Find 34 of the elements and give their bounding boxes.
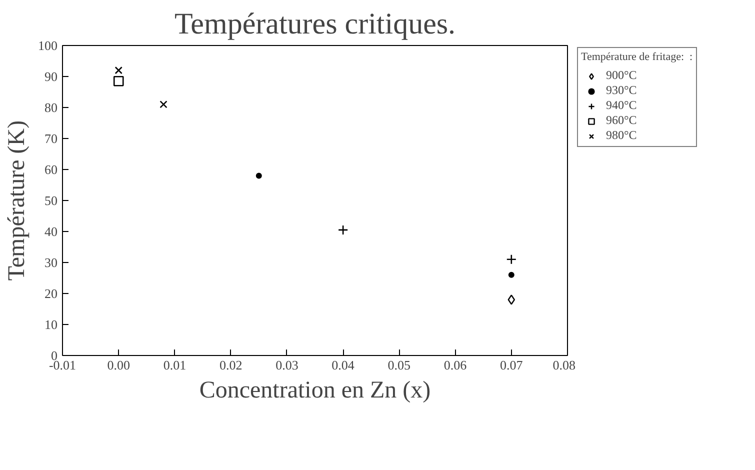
y-axis-title: Température (K) (4, 120, 30, 281)
point (114, 66, 122, 74)
legend-label: 900°C (606, 68, 637, 83)
point (160, 100, 168, 108)
point (256, 172, 262, 179)
y-tick-label: 100 (38, 38, 58, 53)
legend-label: 960°C (606, 113, 637, 128)
y-tick-label: 50 (44, 193, 58, 208)
x-tick-label: 0.06 (444, 358, 468, 372)
y-tick-label: 40 (44, 224, 58, 239)
y-tick-label: 20 (44, 286, 58, 301)
y-tick-label: 30 (44, 255, 58, 270)
x-tick-label: 0.01 (163, 358, 186, 372)
x-tick-label: 0.08 (552, 358, 576, 372)
point (508, 272, 514, 278)
legend-title: Température de fritage: : (581, 51, 693, 63)
y-tick-label: 90 (44, 69, 58, 84)
y-tick-label: 60 (44, 162, 58, 177)
y-tick-label: 80 (44, 100, 58, 115)
legend-label: 940°C (606, 98, 637, 113)
x-tick-label: 0.05 (388, 358, 411, 372)
legend-label: 930°C (606, 83, 637, 98)
legend-label: 980°C (606, 128, 637, 143)
point (508, 294, 516, 305)
x-tick-label: 0.04 (332, 358, 355, 372)
y-tick-label: 10 (44, 317, 58, 332)
point (113, 76, 124, 86)
x-tick-label: 0.03 (276, 358, 298, 372)
x-axis-title: Concentration en Zn (x) (199, 378, 431, 404)
y-tick-label: 70 (44, 131, 58, 146)
chart-title: Températures critiques. (174, 8, 456, 40)
x-tick-label: 0.00 (107, 358, 130, 372)
x-tick-label: 0.02 (219, 358, 242, 372)
x-tick-label: 0.07 (500, 358, 524, 372)
